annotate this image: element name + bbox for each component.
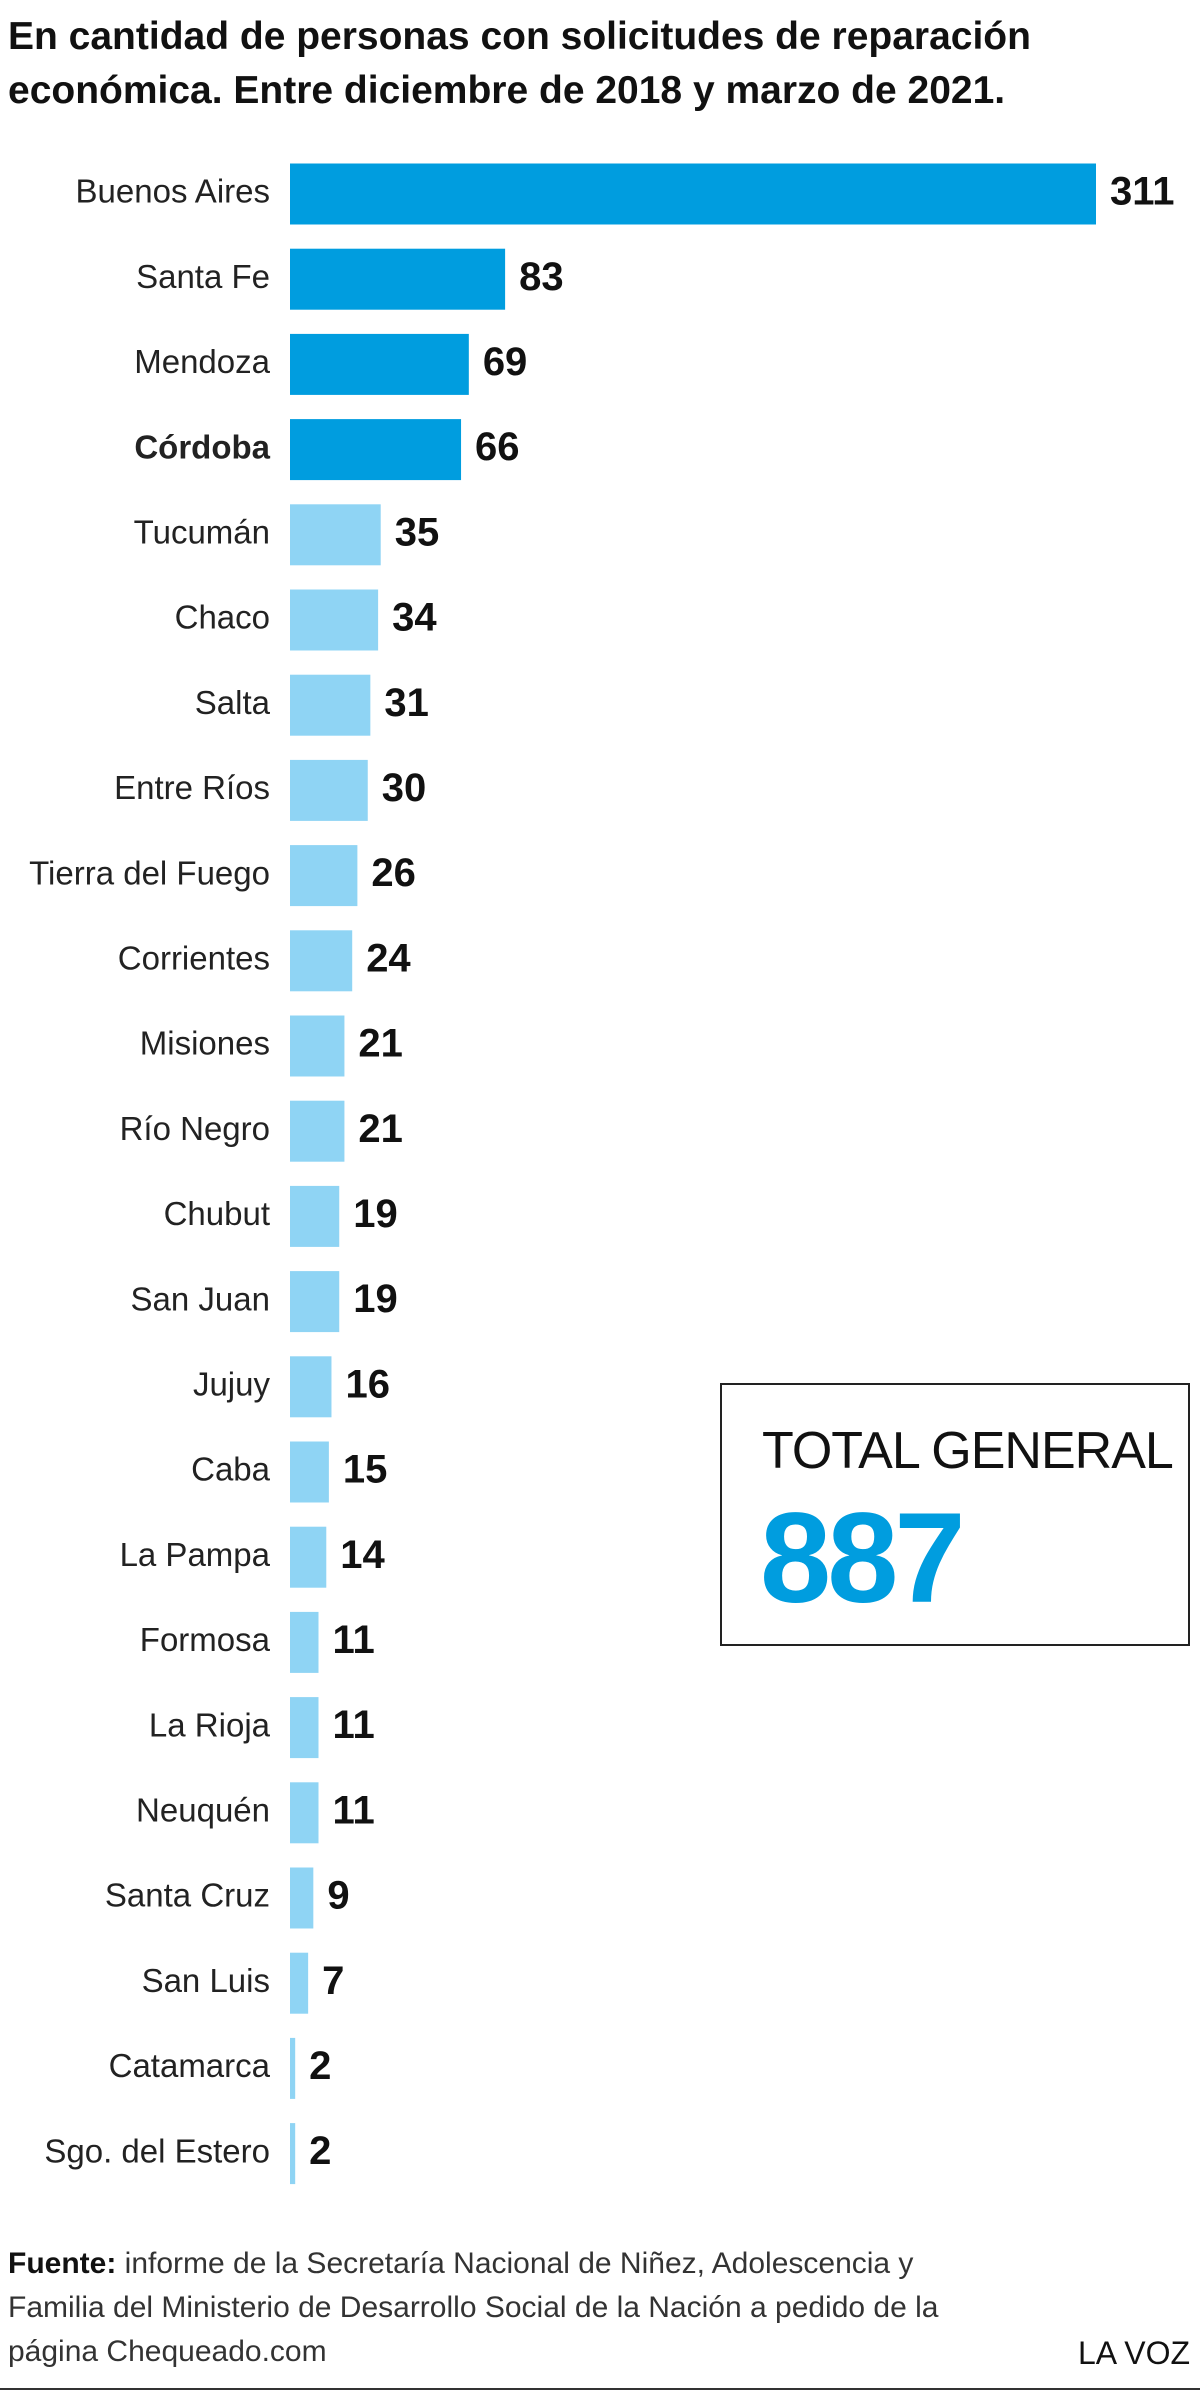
category-label: Catamarca xyxy=(109,2047,271,2084)
bar xyxy=(290,2037,296,2099)
value-label: 21 xyxy=(358,1107,403,1151)
category-label: Buenos Aires xyxy=(76,173,270,210)
category-label: San Luis xyxy=(142,1962,270,1999)
category-label: Tierra del Fuego xyxy=(29,854,270,891)
category-label: Misiones xyxy=(140,1025,270,1062)
category-label: Entre Ríos xyxy=(114,769,270,806)
category-label: Jujuy xyxy=(193,1366,271,1403)
category-label: Chubut xyxy=(164,1195,270,1232)
value-label: 83 xyxy=(519,255,564,299)
bar xyxy=(290,674,371,736)
value-label: 30 xyxy=(382,766,427,810)
source: informe de la Secretaría Nacional de Niñ… xyxy=(8,2247,939,2368)
category-label: Córdoba xyxy=(134,428,270,465)
bar xyxy=(290,1867,314,1929)
category-label: Santa Fe xyxy=(136,258,270,295)
category-label: Río Negro xyxy=(120,1110,270,1147)
value-label: 26 xyxy=(371,851,416,895)
value-label: 9 xyxy=(327,1874,349,1918)
category-label: La Pampa xyxy=(120,1536,271,1573)
bar xyxy=(290,1185,340,1247)
bar xyxy=(290,845,358,907)
category-label: La Rioja xyxy=(149,1706,271,1743)
category-label: Santa Cruz xyxy=(105,1877,270,1914)
bar xyxy=(290,1697,319,1759)
value-label: 14 xyxy=(340,1533,385,1577)
category-label: Corrientes xyxy=(118,940,270,977)
bar xyxy=(290,504,381,566)
rule xyxy=(0,2388,1200,2390)
bar xyxy=(290,589,379,651)
bar xyxy=(290,2123,296,2185)
bar xyxy=(290,1271,340,1333)
category-label: Formosa xyxy=(140,1621,271,1658)
category-label: Chaco xyxy=(175,599,270,636)
bar xyxy=(290,1100,345,1162)
bar xyxy=(290,930,353,992)
value-label: 2 xyxy=(309,2044,331,2088)
value-label: 11 xyxy=(333,1618,375,1662)
total-box: TOTAL GENERAL 887 xyxy=(720,1383,1190,1646)
bar xyxy=(290,1015,345,1077)
value-label: 66 xyxy=(475,425,520,469)
category-label: Tucumán xyxy=(134,514,270,551)
bar xyxy=(290,333,469,395)
total-label: TOTAL GENERAL xyxy=(762,1422,1174,1480)
chart: Buenos Aires 311 Santa Fe 83 Mendoza 69 Córdob… xyxy=(29,163,1175,2185)
bar xyxy=(290,419,462,481)
brand: LA VOZ xyxy=(1077,2335,1190,2371)
category-label: Neuquén xyxy=(136,1792,270,1829)
value-label: 21 xyxy=(358,1022,403,1066)
value-label: 16 xyxy=(345,1362,390,1406)
value-label: 19 xyxy=(353,1277,398,1321)
bar xyxy=(290,759,368,821)
value-label: 11 xyxy=(333,1703,375,1747)
category-label: San Juan xyxy=(131,1280,270,1317)
value-label: 34 xyxy=(392,596,437,640)
value-label: 19 xyxy=(353,1192,398,1236)
value-label: 15 xyxy=(343,1448,388,1492)
source-label: Fuente: xyxy=(8,2247,117,2280)
bar xyxy=(290,1356,332,1418)
value-label: 311 xyxy=(1110,170,1175,214)
bar xyxy=(290,1782,319,1844)
value-label: 35 xyxy=(395,510,440,554)
value-label: 24 xyxy=(366,936,411,980)
bar xyxy=(290,1526,327,1588)
footer: Fuente: informe de la Secretaría Naciona… xyxy=(8,2242,948,2374)
category-label: Mendoza xyxy=(134,343,270,380)
category-label: Caba xyxy=(191,1451,271,1488)
value-label: 69 xyxy=(483,340,527,384)
category-label: Salta xyxy=(195,684,271,721)
bar xyxy=(290,1441,329,1503)
total-value: 887 xyxy=(760,1487,966,1630)
value-label: 2 xyxy=(309,2129,331,2173)
bar xyxy=(290,163,1096,225)
bar xyxy=(290,1952,309,2014)
bar xyxy=(290,1611,319,1673)
value-label: 7 xyxy=(322,1959,344,2003)
chart-title: En cantidad de personas con solicitudes … xyxy=(8,15,1031,112)
value-label: 11 xyxy=(333,1788,375,1832)
category-label: Sgo. del Estero xyxy=(44,2132,270,2169)
value-label: 31 xyxy=(384,681,429,725)
bar xyxy=(290,248,506,310)
